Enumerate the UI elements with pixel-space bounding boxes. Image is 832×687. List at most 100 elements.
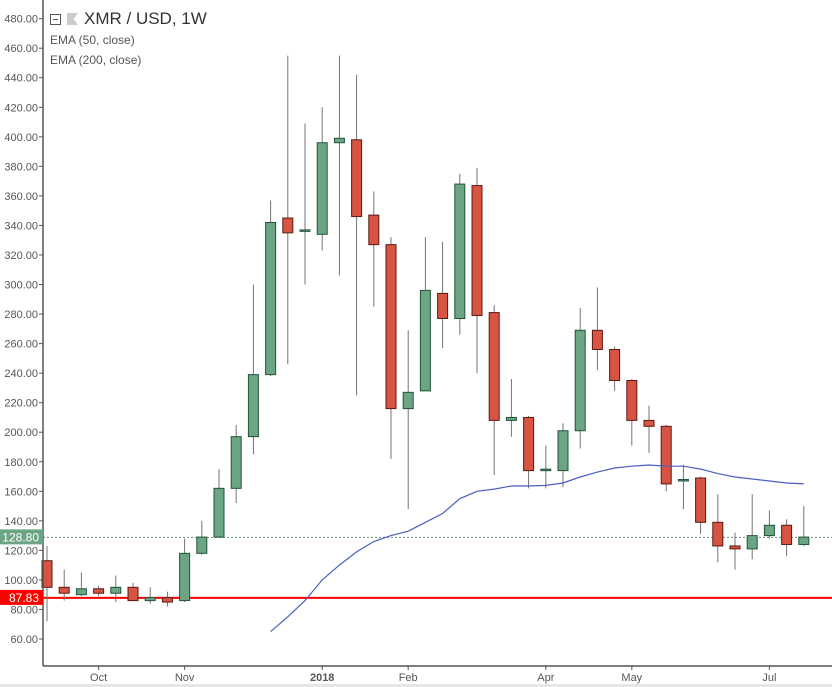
candle-body-down (523, 416, 535, 472)
candle-body-down (471, 185, 483, 317)
x-tick-label: Nov (175, 672, 195, 684)
candle-body-up (333, 137, 345, 144)
candle-body-up (247, 374, 259, 438)
candle-body-up (144, 597, 156, 602)
candle-body-down (695, 477, 707, 523)
candle (282, 55, 294, 365)
candle (781, 519, 793, 557)
y-tick-label: 60.00 (10, 634, 38, 646)
candle (471, 167, 483, 374)
candle (144, 587, 156, 604)
candle-body-up (179, 552, 191, 602)
y-tick-label: 240.00 (4, 368, 38, 380)
candle (316, 107, 328, 251)
y-tick-label: 220.00 (4, 398, 38, 410)
candle-body-up (299, 229, 311, 232)
candle-body-up (230, 436, 242, 489)
candle (557, 423, 569, 487)
candle (299, 123, 311, 285)
candle-body-down (609, 349, 621, 382)
indicator-ema-200[interactable]: EMA (200, close) (50, 53, 142, 67)
candle (196, 520, 208, 555)
candle-body-down (385, 244, 397, 410)
candle (609, 346, 621, 391)
candle (523, 415, 535, 489)
alert-price-badge (0, 589, 43, 605)
candle (505, 379, 517, 437)
candle-body-down (368, 214, 380, 246)
y-tick-label: 440.00 (4, 73, 38, 85)
candle-body-up (75, 588, 87, 596)
y-tick-label: 300.00 (4, 280, 38, 292)
candle (677, 464, 689, 510)
x-tick-label: Apr (537, 672, 554, 684)
candle (729, 532, 741, 570)
collapse-icon[interactable] (50, 13, 61, 25)
candle (574, 308, 586, 449)
candle-body-down (127, 586, 139, 602)
candle (110, 575, 122, 603)
y-tick-label: 400.00 (4, 132, 38, 144)
y-tick-label: 320.00 (4, 250, 38, 262)
candle-body-down (282, 217, 294, 234)
x-tick-label: 2018 (310, 672, 334, 684)
bottom-divider (0, 684, 832, 687)
y-tick-label: 420.00 (4, 102, 38, 114)
candle-body-down (781, 524, 793, 545)
y-tick-label: 460.00 (4, 43, 38, 55)
candle-body-down (660, 425, 672, 485)
candle-body-up (419, 289, 431, 392)
candle (127, 582, 139, 602)
candle-body-up (265, 221, 277, 376)
candle (75, 572, 87, 597)
candle-body-down (58, 586, 70, 594)
candle (230, 424, 242, 504)
candle-body-up (110, 586, 122, 594)
candle-body-down (351, 139, 363, 218)
symbol-title[interactable]: XMR / USD, 1W (84, 9, 207, 28)
candle (351, 74, 363, 396)
candle-body-down (437, 292, 449, 319)
ema-line (270, 464, 804, 633)
candle-body-up (213, 487, 225, 538)
y-tick-label: 380.00 (4, 161, 38, 173)
candle (763, 510, 775, 539)
candle-body-down (93, 588, 105, 594)
x-tick-label: Jul (762, 672, 776, 684)
y-tick-label: 260.00 (4, 339, 38, 351)
candle (419, 237, 431, 392)
candle (540, 445, 552, 489)
candle (333, 55, 345, 276)
candle (41, 545, 53, 622)
candle (591, 287, 603, 371)
candle (179, 538, 191, 603)
y-tick-label: 100.00 (4, 575, 38, 587)
candle-body-down (626, 380, 638, 421)
x-tick-label: Feb (399, 672, 418, 684)
y-tick-label: 200.00 (4, 427, 38, 439)
candle (58, 569, 70, 601)
y-tick-label: 280.00 (4, 309, 38, 321)
y-tick-label: 160.00 (4, 486, 38, 498)
candle (247, 284, 259, 455)
candle (660, 424, 672, 492)
flag-icon[interactable] (67, 13, 78, 25)
candle (161, 591, 173, 607)
candle-body-down (161, 597, 173, 603)
candle-body-up (402, 391, 414, 410)
y-tick-label: 360.00 (4, 191, 38, 203)
candle-body-up (677, 478, 689, 482)
candle-body-up (454, 183, 466, 319)
candle (746, 494, 758, 560)
indicator-ema-50[interactable]: EMA (50, close) (50, 33, 135, 47)
candle (213, 469, 225, 538)
last-price-badge (0, 529, 43, 545)
candle-body-down (712, 521, 724, 547)
candle (368, 191, 380, 307)
y-tick-label: 80.00 (10, 604, 38, 616)
candle-body-up (540, 468, 552, 472)
candle-body-up (763, 524, 775, 537)
y-tick-label: 120.00 (4, 545, 38, 557)
x-tick-label: May (621, 672, 642, 684)
